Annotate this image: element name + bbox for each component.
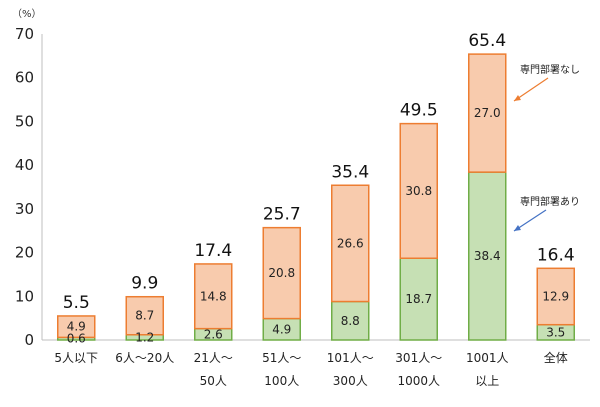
- bars-group: 0.64.95.51.28.79.92.614.817.44.920.825.7…: [57, 31, 575, 346]
- data-label-without-dept: 8.7: [135, 309, 154, 323]
- legend-arrowhead-none: [514, 95, 521, 101]
- y-tick-label: 0: [24, 331, 34, 349]
- data-label-with-dept: 0.6: [67, 332, 86, 346]
- total-label: 5.5: [63, 293, 90, 313]
- category-label: 101人～: [327, 351, 374, 365]
- bar-segment-without-dept: [57, 315, 96, 339]
- data-label-with-dept: 18.7: [405, 292, 432, 306]
- data-label-without-dept: 14.8: [200, 289, 227, 303]
- y-tick-label: 30: [15, 200, 34, 218]
- total-label: 49.5: [400, 101, 438, 121]
- category-label: 5人以下: [54, 351, 98, 365]
- data-label-with-dept: 8.8: [341, 314, 360, 328]
- legend-arrow-none: [513, 77, 549, 102]
- data-label-without-dept: 4.9: [67, 320, 86, 334]
- data-label-without-dept: 27.0: [474, 106, 501, 120]
- data-label-without-dept: 30.8: [405, 184, 432, 198]
- total-label: 17.4: [194, 241, 232, 261]
- total-label: 16.4: [537, 245, 575, 265]
- bar-segment-without-dept: [331, 184, 370, 303]
- y-tick-label: 60: [15, 69, 34, 87]
- legend-arrowhead-yes: [514, 225, 521, 231]
- bar-segment-with-dept: [468, 171, 507, 341]
- total-label: 25.7: [263, 205, 301, 225]
- total-label: 65.4: [468, 31, 506, 51]
- data-label-with-dept: 2.6: [204, 327, 223, 341]
- bar-segment-without-dept: [194, 263, 233, 330]
- data-label-without-dept: 20.8: [268, 266, 295, 280]
- total-label: 35.4: [331, 162, 369, 182]
- category-label: 301人～: [395, 351, 442, 365]
- y-tick-label: 20: [15, 244, 34, 262]
- category-label: 100人: [264, 374, 299, 388]
- bar-segment-without-dept: [399, 122, 438, 260]
- data-label-with-dept: 4.9: [272, 322, 291, 336]
- bar-segment-without-dept: [262, 226, 301, 320]
- series-annotations: 専門部署なし 専門部署あり: [513, 63, 580, 232]
- legend-label-none: 専門部署なし: [520, 63, 580, 76]
- bar-segment-with-dept: [331, 300, 370, 341]
- y-tick-label: 70: [15, 25, 34, 43]
- bar-segment-without-dept: [468, 53, 507, 173]
- category-label: 21人～: [194, 351, 233, 365]
- category-label: 51人～: [262, 351, 301, 365]
- data-label-with-dept: 38.4: [474, 249, 501, 263]
- category-label: 全体: [544, 350, 568, 365]
- category-label: 1000人: [397, 374, 440, 388]
- legend-label-yes: 専門部署あり: [520, 195, 580, 208]
- category-labels: 5人以下 6人～20人 21人～ 50人 51人～ 100人 101人～ 300人 301人～ 1…: [54, 350, 567, 388]
- unit-label: （%）: [12, 8, 42, 20]
- category-label: 以上: [475, 374, 499, 388]
- data-label-without-dept: 12.9: [542, 290, 569, 304]
- bar-segment-with-dept: [399, 257, 438, 341]
- total-label: 9.9: [131, 274, 158, 294]
- bar-segment-without-dept: [536, 267, 575, 326]
- category-label: 50人: [200, 374, 227, 388]
- y-tick-label: 40: [15, 156, 34, 174]
- y-tick-label: 10: [15, 287, 34, 305]
- data-label-with-dept: 1.2: [135, 330, 154, 344]
- bar-segment-without-dept: [125, 295, 164, 336]
- data-label-without-dept: 26.6: [337, 236, 364, 250]
- category-label: 300人: [333, 374, 368, 388]
- category-label: 6人～20人: [115, 351, 174, 365]
- y-tick-label: 50: [15, 112, 34, 130]
- category-label: 1001人: [466, 351, 509, 365]
- data-label-with-dept: 3.5: [546, 325, 565, 339]
- y-axis-ticks: 0 10 20 30 40 50 60 70: [15, 25, 34, 349]
